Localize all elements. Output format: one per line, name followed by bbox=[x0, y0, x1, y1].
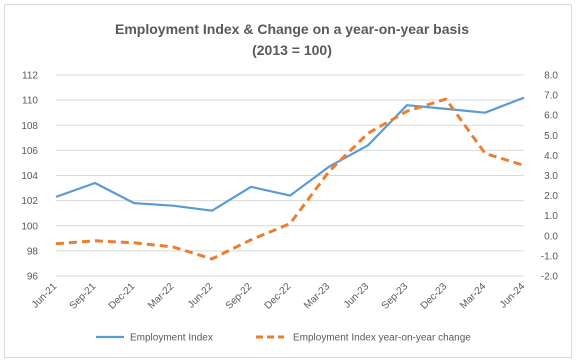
series-line-2 bbox=[55, 97, 525, 261]
chart-frame bbox=[4, 4, 572, 358]
x-tick-label: Sep-22 bbox=[224, 281, 255, 312]
right-tick-label: 5.0 bbox=[544, 131, 558, 142]
right-tick-label: -2.0 bbox=[541, 272, 559, 283]
left-tick-label: 106 bbox=[21, 146, 38, 157]
left-tick-label: 96 bbox=[27, 272, 39, 283]
x-tick-label: Sep-21 bbox=[68, 281, 99, 312]
legend-label-1: Employment Index bbox=[130, 333, 213, 344]
right-tick-label: 3.0 bbox=[544, 171, 558, 182]
x-tick-label: Mar-24 bbox=[458, 281, 488, 311]
left-tick-label: 110 bbox=[22, 96, 38, 107]
right-tick-label: 1.0 bbox=[544, 211, 558, 222]
left-tick-label: 102 bbox=[21, 196, 38, 207]
left-tick-label: 108 bbox=[21, 121, 38, 132]
x-tick-label: Mar-22 bbox=[146, 281, 176, 311]
x-axis-ticks: Jun-21 Sep-21 Dec-21 Mar-22 Jun-22 Sep-22 Dec-… bbox=[30, 281, 528, 312]
right-tick-label: -1.0 bbox=[541, 251, 559, 262]
legend-label-2: Employment Index year-on-year change bbox=[293, 333, 471, 344]
right-tick-label: 6.0 bbox=[544, 111, 558, 122]
right-tick-label: 7.0 bbox=[544, 91, 558, 102]
x-tick-label: Jun-21 bbox=[30, 281, 60, 311]
x-tick-label: Sep-23 bbox=[380, 281, 411, 312]
right-tick-label: 4.0 bbox=[544, 151, 558, 162]
series-line-1 bbox=[55, 96, 525, 212]
left-tick-label: 112 bbox=[22, 71, 38, 82]
chart-subtitle: (2013 = 100) bbox=[252, 42, 332, 58]
series-lines bbox=[55, 96, 525, 261]
right-axis-ticks: -2.0 -1.0 0.0 1.0 2.0 3.0 4.0 5.0 6.0 7.0 8.0 bbox=[541, 71, 559, 283]
left-tick-label: 104 bbox=[21, 171, 38, 182]
x-tick-label: Dec-21 bbox=[107, 281, 138, 312]
x-tick-label: Jun-22 bbox=[186, 281, 216, 311]
x-tick-label: Dec-22 bbox=[263, 281, 294, 312]
gridlines bbox=[56, 74, 524, 277]
chart-title: Employment Index & Change on a year-on-y… bbox=[115, 21, 469, 37]
x-tick-label: Dec-23 bbox=[419, 281, 450, 312]
x-tick-label: Mar-23 bbox=[302, 281, 332, 311]
left-axis-ticks: 96 98 100 102 104 106 108 110 112 bbox=[21, 71, 38, 283]
left-tick-label: 100 bbox=[21, 221, 38, 232]
right-tick-label: 2.0 bbox=[544, 191, 558, 202]
x-tick-label: Jun-23 bbox=[342, 281, 372, 311]
left-tick-label: 98 bbox=[27, 246, 39, 257]
right-tick-label: 8.0 bbox=[544, 71, 558, 82]
x-tick-label: Jun-24 bbox=[498, 281, 528, 311]
legend: Employment Index Employment Index year-on… bbox=[96, 333, 471, 344]
right-tick-label: 0.0 bbox=[544, 231, 558, 242]
